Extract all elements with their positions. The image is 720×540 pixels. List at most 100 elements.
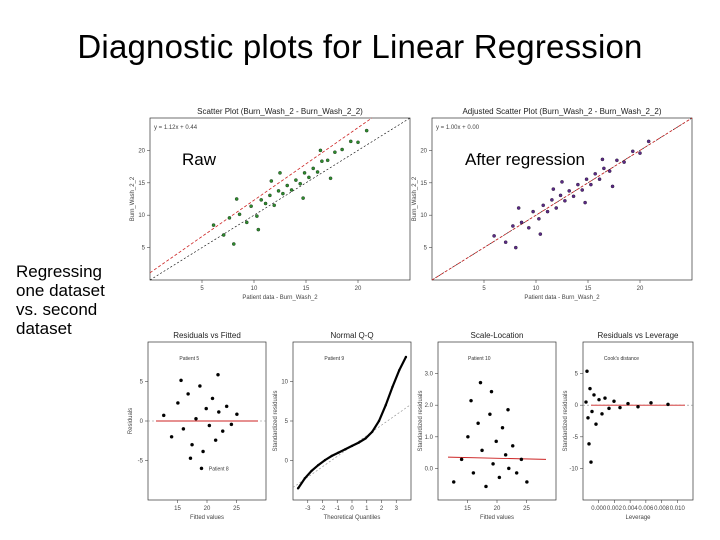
x-tick-label: 1 — [365, 506, 369, 512]
x-tick-label: 0.006 — [638, 506, 654, 512]
y-tick-label: 10 — [281, 380, 288, 386]
x-axis-label: Theoretical Quantiles — [324, 515, 381, 521]
data-point — [268, 193, 272, 198]
data-point — [545, 209, 550, 214]
data-point — [235, 412, 239, 416]
data-point — [510, 444, 515, 448]
data-point — [585, 369, 589, 373]
data-point — [330, 454, 333, 458]
x-tick-label: -1 — [335, 506, 341, 512]
plot-frame — [431, 117, 693, 281]
point-annotation: Patient 5 — [179, 356, 199, 362]
data-point — [227, 216, 232, 220]
point-annotation: Cook's distance — [604, 356, 639, 362]
data-point — [298, 181, 302, 186]
y-tick-label: 5 — [140, 380, 144, 386]
data-point — [583, 200, 587, 205]
data-point — [328, 176, 333, 181]
data-point — [245, 220, 249, 225]
data-point — [318, 148, 323, 153]
side-note-line: Regressing — [16, 262, 102, 281]
y-tick-label: 20 — [138, 148, 145, 154]
data-point — [600, 157, 605, 162]
data-point — [294, 178, 298, 182]
y-tick-label: -5 — [138, 459, 144, 465]
data-point — [516, 206, 521, 210]
y-tick-label: 5 — [424, 246, 428, 252]
data-point — [391, 385, 394, 389]
label-after-regression: After regression — [463, 150, 587, 170]
data-point — [179, 378, 183, 383]
data-point — [593, 172, 597, 176]
identity-line — [431, 117, 693, 281]
data-point — [589, 460, 593, 464]
data-point — [646, 139, 651, 144]
data-point — [514, 245, 518, 250]
data-point — [480, 448, 484, 453]
data-point — [567, 189, 571, 193]
data-point — [255, 214, 259, 218]
y-axis-label: Residuals — [128, 408, 134, 434]
data-point — [592, 393, 596, 397]
data-point — [527, 226, 531, 230]
data-point — [186, 392, 190, 396]
y-tick-label: 15 — [138, 181, 145, 187]
data-point — [469, 398, 473, 403]
data-point — [597, 397, 601, 402]
x-axis-label: Fitted values — [480, 515, 514, 521]
regression-equation: y = 1.00x + 0.00 — [436, 125, 480, 131]
data-point — [301, 196, 305, 200]
data-point — [325, 158, 330, 163]
data-point — [213, 438, 218, 442]
smoother-line — [447, 456, 547, 460]
y-tick-label: -10 — [569, 466, 578, 472]
y-tick-label: 0 — [140, 419, 144, 425]
data-point — [194, 416, 198, 421]
side-note-line: one dataset — [16, 281, 105, 300]
data-point — [281, 191, 285, 196]
x-tick-label: 0.004 — [623, 506, 639, 512]
plot-frame — [149, 117, 411, 281]
data-point — [169, 435, 174, 439]
x-tick-label: 20 — [204, 506, 211, 512]
regression-line — [431, 117, 693, 281]
data-point — [492, 234, 496, 238]
data-point — [631, 149, 635, 154]
data-point — [638, 151, 642, 155]
x-tick-label: 5 — [482, 286, 486, 292]
data-point — [538, 232, 543, 236]
data-point — [234, 197, 239, 201]
data-point — [333, 150, 337, 154]
y-tick-label: 10 — [138, 213, 145, 219]
data-point — [272, 203, 276, 208]
x-tick-label: 10 — [251, 286, 258, 292]
x-axis-label: Patient data - Burn_Wash_2 — [242, 295, 318, 301]
plot-title: Normal Q-Q — [330, 331, 373, 340]
x-tick-label: 0.002 — [607, 506, 623, 512]
data-point — [216, 372, 220, 377]
data-point — [190, 442, 194, 447]
y-axis-label: Burn_Wash_2_2 — [412, 176, 418, 221]
x-axis-label: Patient data - Burn_Wash_2 — [524, 295, 600, 301]
data-point — [590, 409, 594, 414]
y-tick-label: 5 — [142, 246, 146, 252]
data-point — [210, 396, 215, 401]
x-tick-label: 0.000 — [591, 506, 607, 512]
side-note: Regressing one dataset vs. second datase… — [16, 262, 126, 338]
data-point — [229, 422, 234, 427]
x-tick-label: 15 — [585, 286, 592, 292]
y-tick-label: 5 — [285, 419, 289, 425]
data-point — [554, 206, 558, 210]
data-point — [491, 462, 495, 466]
data-point — [181, 427, 186, 431]
y-tick-label: 10 — [420, 213, 427, 219]
data-point — [451, 480, 456, 484]
data-point — [221, 233, 226, 237]
x-axis-label: Leverage — [625, 515, 651, 521]
data-point — [571, 194, 576, 199]
plot-frame — [582, 341, 694, 501]
plot-title: Adjusted Scatter Plot (Burn_Wash_2 - Bur… — [462, 107, 661, 116]
data-point — [466, 435, 470, 439]
data-point — [618, 405, 622, 410]
y-tick-label: 0.0 — [425, 466, 434, 472]
